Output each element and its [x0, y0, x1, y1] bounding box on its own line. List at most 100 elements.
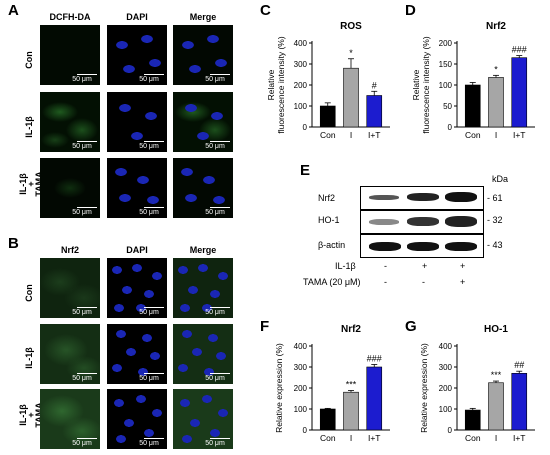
treatment-il1b-mark-3: +	[460, 261, 466, 271]
wb-label-bactin: β-actin	[318, 240, 346, 250]
x-tick-label: I+T	[513, 130, 526, 140]
treatment-il1b-mark-1: -	[384, 261, 387, 271]
y-tick-label: 300	[294, 363, 308, 372]
chart-d-nrf2: Nrf2 Relativefluorescence intensity (%) 0 5…	[411, 21, 535, 140]
x-tick-label: Con	[465, 130, 481, 140]
y-axis-label: Relativefluorescence intensity (%)	[266, 36, 286, 133]
x-tick-label: I+T	[368, 130, 381, 140]
y-tick-label: 100	[294, 405, 308, 414]
panel-b-col-nrf2: Nrf2	[60, 245, 79, 255]
y-tick-label: 150	[439, 60, 453, 69]
treatment-tama-mark-1: -	[384, 277, 387, 287]
micrograph-dcfh-il1b-tama: 50 μm	[40, 158, 100, 218]
significance-mark: *	[349, 48, 353, 58]
y-tick-label: 0	[448, 123, 453, 132]
micrograph-nrf2-con: 50 μm	[40, 258, 100, 318]
y-tick-label: 200	[439, 384, 453, 393]
y-tick-label: 300	[294, 60, 308, 69]
wb-strip-ho1	[360, 210, 484, 234]
bar-i	[488, 382, 504, 431]
significance-mark: *	[494, 64, 498, 74]
y-tick-label: 200	[294, 81, 308, 90]
treatment-tama-label: TAMA (20 μM)	[303, 277, 361, 287]
scale-bar: 50 μm	[67, 373, 97, 382]
y-tick-label: 0	[303, 123, 308, 132]
chart-title: Nrf2	[486, 21, 506, 32]
chart-f-nrf2-expression: Nrf2 Relative expression (%) 0 100 200 300 400…	[274, 324, 390, 443]
y-tick-label: 400	[439, 342, 453, 351]
y-tick-label: 400	[294, 39, 308, 48]
y-tick-label: 400	[294, 342, 308, 351]
chart-c-ros: ROS Relativefluorescence intensity (%) 0 10…	[266, 21, 390, 140]
micrograph-dapi-il1b: 50 μm	[107, 92, 167, 152]
wb-label-nrf2: Nrf2	[318, 193, 336, 203]
panel-letter-f: F	[260, 318, 270, 335]
significance-mark: ###	[512, 45, 527, 55]
kda-ho1: - 32	[487, 215, 503, 225]
y-axis-label: Relativefluorescence intensity (%)	[411, 36, 431, 133]
x-tick-label: I+T	[368, 433, 381, 443]
scale-bar: 50 μm	[67, 207, 97, 216]
bar-i-t	[511, 372, 528, 431]
scale-bar: 50 μm	[67, 74, 97, 83]
y-tick-label: 200	[294, 384, 308, 393]
band-nrf2-1	[369, 195, 399, 200]
y-tick-label: 200	[439, 39, 453, 48]
micrograph-nrf2-il1b: 50 μm	[40, 324, 100, 384]
band-nrf2-2	[407, 193, 439, 201]
kda-label: kDa	[492, 174, 509, 184]
x-tick-label: I	[350, 433, 352, 443]
chart-title: HO-1	[484, 324, 508, 335]
wb-label-ho1: HO-1	[318, 215, 340, 225]
panel-b-row-con: Con	[24, 284, 34, 302]
panel-a-row-il1b: IL-1β	[24, 116, 34, 138]
y-tick-label: 0	[303, 426, 308, 435]
scale-bar: 50 μm	[67, 438, 97, 447]
scale-bar: 50 μm	[200, 307, 230, 316]
treatment-il1b-mark-2: +	[422, 261, 428, 271]
scale-bar: 50 μm	[200, 141, 230, 150]
micrograph-merge-il1b: 50 μm	[173, 92, 233, 152]
bar-i	[488, 77, 504, 128]
micrograph-dapi-con-b: 50 μm	[107, 258, 167, 318]
y-axis-label: Relative expression (%)	[274, 343, 284, 433]
panel-a-col-dapi: DAPI	[126, 12, 148, 22]
scale-bar: 50 μm	[67, 307, 97, 316]
significance-mark: ***	[491, 370, 502, 380]
band-bactin-3	[445, 242, 477, 251]
scale-bar: 50 μm	[200, 74, 230, 83]
band-ho1-2	[407, 217, 439, 226]
bar-i-t	[366, 366, 383, 431]
bar-con	[464, 84, 481, 128]
treatment-tama-mark-2: -	[422, 277, 425, 287]
panel-b-row-il1b: IL-1β	[24, 347, 34, 369]
scale-bar: 50 μm	[67, 141, 97, 150]
significance-mark: #	[372, 80, 377, 90]
x-tick-label: Con	[465, 433, 481, 443]
y-tick-label: 100	[294, 102, 308, 111]
significance-mark: ###	[367, 353, 382, 363]
x-tick-label: I+T	[513, 433, 526, 443]
panel-a-col-merge: Merge	[189, 12, 217, 22]
panel-letter-e: E	[300, 162, 311, 179]
bar-i	[343, 67, 359, 128]
y-tick-label: 100	[439, 81, 453, 90]
significance-mark: ***	[346, 380, 357, 390]
panel-a-row-con: Con	[24, 51, 34, 69]
panel-b-col-merge: Merge	[189, 245, 217, 255]
micrograph-dapi-il1b-b: 50 μm	[107, 324, 167, 384]
band-ho1-1	[369, 219, 399, 225]
bar-con	[319, 105, 336, 128]
band-ho1-3	[445, 216, 477, 227]
panel-letter-a: A	[8, 2, 19, 19]
significance-mark: ##	[514, 360, 524, 370]
scale-bar: 50 μm	[134, 373, 164, 382]
y-tick-label: 0	[448, 426, 453, 435]
y-tick-label: 50	[443, 102, 452, 111]
chart-g-ho1-expression: HO-1 Relative expression (%) 0 100 200 300 400…	[419, 324, 535, 443]
bar-i	[343, 391, 359, 431]
bar-i-t	[366, 95, 383, 128]
micrograph-merge-il1b-tama: 50 μm	[173, 158, 233, 218]
y-tick-label: 100	[439, 405, 453, 414]
y-tick-label: 300	[439, 363, 453, 372]
